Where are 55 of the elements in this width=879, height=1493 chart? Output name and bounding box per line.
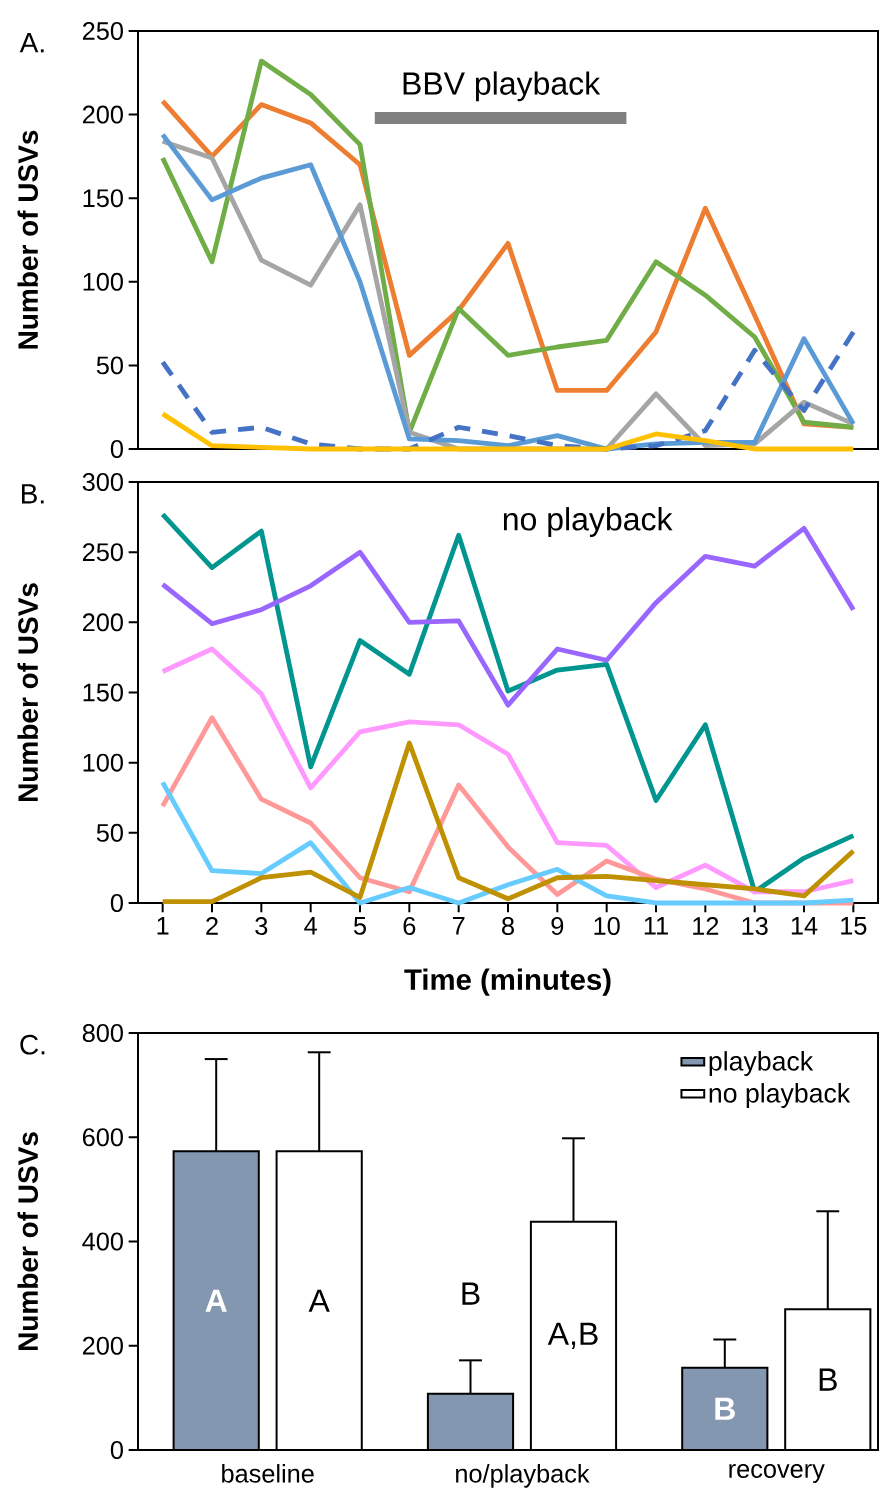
y-tick-label: 300 [82, 473, 123, 491]
y-tick-label: 150 [83, 683, 123, 702]
chart-title: A. [19, 33, 44, 53]
x-tick-label: 6 [403, 917, 416, 935]
chart-title: C. [20, 1034, 45, 1055]
line-series [160, 646, 856, 895]
y-axis-title: Number of USVs [17, 130, 39, 349]
y-axis-title: Number of USVs [17, 1132, 39, 1351]
x-tick-label: 13 [742, 917, 768, 935]
y-tick-label: 100 [83, 272, 123, 291]
y-tick-label: 200 [82, 1336, 123, 1355]
x-tick-label: recovery [729, 1464, 825, 1483]
x-tick-label: 11 [644, 917, 668, 935]
data-label: B [715, 1397, 735, 1420]
x-tick-label: 8 [502, 917, 514, 935]
y-tick-label: 250 [82, 543, 123, 562]
x-axis-title: Time (minutes) [404, 968, 611, 996]
y-tick-label: 0 [110, 1441, 123, 1459]
annotation: no playback [503, 507, 673, 537]
y-tick-label: 50 [96, 823, 123, 842]
y-tick-label: 0 [110, 440, 123, 458]
legend-label: no playback [709, 1083, 851, 1108]
y-tick-label: 200 [82, 613, 123, 632]
annotation: BBV playback [403, 71, 601, 102]
y-tick-label: 200 [82, 105, 123, 124]
y-tick-label: 0 [110, 894, 123, 912]
data-label: A [308, 1289, 330, 1312]
x-tick-label: 7 [452, 917, 465, 935]
x-tick-label: 10 [594, 917, 620, 935]
y-tick-label: 100 [83, 753, 123, 772]
line-series [160, 329, 856, 452]
x-tick-label: no/playback [456, 1464, 590, 1488]
data-label: A,B [547, 1322, 598, 1349]
x-tick-label: 14 [791, 917, 818, 935]
y-tick-label: 250 [82, 22, 123, 40]
y-axis-title: Number of USVs [17, 583, 39, 802]
chart-title: B. [21, 484, 44, 504]
y-tick-label: 400 [82, 1232, 123, 1251]
x-tick-label: 5 [353, 917, 366, 935]
y-tick-label: 600 [82, 1128, 123, 1147]
x-tick-label: baseline [222, 1464, 314, 1483]
y-tick-label: 150 [83, 189, 123, 208]
data-label: B [462, 1282, 480, 1305]
x-tick-label: 1 [157, 917, 169, 935]
x-tick-label: 3 [255, 917, 268, 935]
x-tick-label: 2 [206, 917, 218, 935]
data-label: A [205, 1289, 227, 1312]
data-label: B [819, 1368, 837, 1391]
y-tick-label: 50 [96, 356, 123, 375]
x-tick-label: 4 [304, 917, 317, 935]
x-tick-label: 9 [551, 917, 564, 935]
x-tick-label: 12 [693, 917, 719, 935]
x-tick-label: 15 [841, 917, 867, 935]
legend-label: playback [709, 1051, 814, 1076]
y-tick-label: 800 [82, 1024, 123, 1042]
